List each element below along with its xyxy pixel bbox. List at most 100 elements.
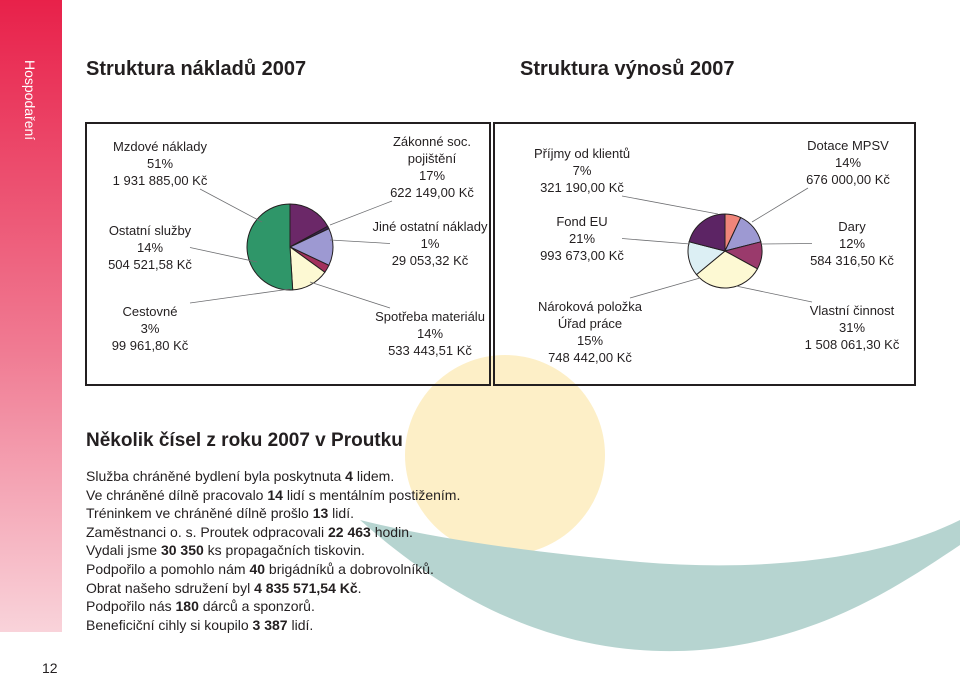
fact-text: brigádníků a dobrovolníků. [265, 560, 434, 577]
leader-line [329, 200, 393, 226]
amount-label: 29 053,32 Kč [391, 253, 469, 268]
percent-label: 12% [838, 236, 866, 251]
fact-line: Zaměstnanci o. s. Proutek odpracovali 22… [86, 523, 460, 542]
fact-text: lidem. [352, 468, 395, 484]
fact-number: 22 463 [328, 523, 371, 540]
fact-number: 180 [175, 598, 199, 615]
pie-label: Zákonné soc. pojištění 17% 622 149,00 Kč [372, 133, 492, 201]
fact-number: 4 835 571,54 Kč [254, 579, 358, 596]
page-number: 12 [42, 660, 58, 674]
category-name: Jiné ostatní náklady [372, 219, 488, 234]
pie-label: Jiné ostatní náklady 1% 29 053,32 Kč [370, 218, 490, 269]
amount-label: 321 190,00 Kč [540, 180, 624, 195]
percent-label: 21% [568, 231, 596, 246]
pie-label: Fond EU 21% 993 673,00 Kč [522, 213, 642, 264]
fact-text: Podpořilo nás [86, 598, 176, 615]
fact-text: Tréninkem ve chráněné dílně prošlo [86, 505, 313, 522]
amount-label: 1 931 885,00 Kč [112, 173, 208, 188]
fact-number: 40 [249, 560, 266, 577]
percent-label: 15% [576, 333, 604, 348]
fact-line: Obrat našeho sdružení byl 4 835 571,54 K… [86, 579, 460, 598]
leader-line [751, 187, 809, 223]
fact-text: Služba chráněné bydlení byla poskytnuta [86, 468, 346, 484]
category-name: Ostatní služby [108, 223, 192, 238]
leader-line [621, 238, 691, 245]
chart-title: Struktura výnosů 2007 [520, 58, 735, 80]
pie-label: Mzdové náklady 51% 1 931 885,00 Kč [100, 138, 220, 189]
leader-line [621, 195, 719, 215]
category-name: Dary [838, 219, 866, 234]
pie-label: Nároková položka Úřad práce 15% 748 442,00… [530, 298, 650, 366]
category-name: Mzdové náklady [113, 139, 207, 154]
pie-label: Dotace MPSV 14% 676 000,00 Kč [788, 137, 908, 188]
leader-line [629, 277, 701, 299]
leader-line [189, 247, 258, 263]
pie-slice [246, 203, 294, 291]
fact-line: Ve chráněné dílně pracovalo 14 lidí s me… [86, 486, 460, 505]
fact-text: . [357, 579, 362, 596]
chart-title: Struktura nákladů 2007 [86, 58, 307, 80]
yellow-circle [405, 355, 605, 555]
category-name: Cestovné [122, 304, 178, 319]
percent-label: 31% [838, 320, 866, 335]
category-name: Fond EU [556, 214, 608, 229]
fact-text: Ve chráněné dílně pracovalo [86, 486, 268, 503]
fact-text: Vydali jsme [86, 542, 161, 559]
chart-frame [85, 122, 491, 386]
percent-label: 14% [834, 155, 862, 170]
category-name: Spotřeba materiálu [375, 309, 485, 324]
fact-line: Tréninkem ve chráněné dílně prošlo 13 li… [86, 504, 460, 523]
fact-line: Podpořilo nás 180 dárců a sponzorů. [86, 597, 460, 616]
pie-label: Vlastní činnost 31% 1 508 061,30 Kč [792, 302, 912, 353]
leader-line [189, 288, 291, 304]
category-name: Zákonné soc. pojištění [392, 134, 472, 166]
fact-number: 13 [312, 505, 329, 522]
amount-label: 676 000,00 Kč [806, 172, 890, 187]
percent-label: 14% [136, 240, 164, 255]
fact-text: ks propagačních tiskovin. [203, 542, 365, 559]
amount-label: 533 443,51 Kč [388, 343, 472, 358]
fact-text: dárců a sponzorů. [198, 598, 315, 615]
fact-text: hodin. [370, 523, 413, 540]
amount-label: 993 673,00 Kč [540, 248, 624, 263]
percent-label: 14% [416, 326, 444, 341]
category-name: Nároková položka Úřad práce [537, 299, 643, 331]
pie-label: Ostatní služby 14% 504 521,58 Kč [90, 222, 210, 273]
fact-text: lidí s mentálním postižením. [282, 486, 461, 503]
pie-label: Příjmy od klientů 7% 321 190,00 Kč [522, 145, 642, 196]
pie-slice [289, 203, 329, 248]
percent-label: 7% [572, 163, 592, 178]
pie-label: Spotřeba materiálu 14% 533 443,51 Kč [370, 308, 490, 359]
facts-list: Služba chráněné bydlení byla poskytnuta … [86, 467, 460, 634]
fact-number: 3 387 [252, 616, 288, 633]
category-name: Dotace MPSV [807, 138, 889, 153]
amount-label: 99 961,80 Kč [111, 338, 189, 353]
category-name: Příjmy od klientů [533, 146, 631, 161]
leader-line [309, 281, 391, 309]
chart-frame [493, 122, 916, 386]
fact-number: 30 350 [160, 542, 204, 559]
fact-text: Podpořilo a pomohlo nám [86, 560, 250, 577]
fact-number: 14 [267, 486, 283, 503]
leader-line [199, 188, 263, 223]
leader-line [735, 285, 813, 303]
fact-text: Obrat našeho sdružení byl [86, 579, 255, 596]
percent-label: 17% [418, 168, 446, 183]
fact-text: lidí. [328, 505, 354, 522]
leader-line [761, 243, 813, 245]
category-name: Vlastní činnost [809, 303, 895, 318]
facts-heading: Několik čísel z roku 2007 v Proutku [86, 430, 403, 451]
percent-label: 51% [146, 156, 174, 171]
amount-label: 748 442,00 Kč [548, 350, 632, 365]
amount-label: 584 316,50 Kč [810, 253, 894, 268]
pie-slice [695, 250, 759, 289]
amount-label: 1 508 061,30 Kč [804, 337, 900, 352]
pie-label: Cestovné 3% 99 961,80 Kč [90, 303, 210, 354]
fact-line: Beneficiční cihly si koupilo 3 387 lidí. [86, 616, 460, 635]
pie-slice [688, 213, 726, 252]
amount-label: 622 149,00 Kč [390, 185, 474, 200]
fact-text: lidí. [287, 616, 314, 633]
fact-text: Beneficiční cihly si koupilo [86, 616, 253, 633]
